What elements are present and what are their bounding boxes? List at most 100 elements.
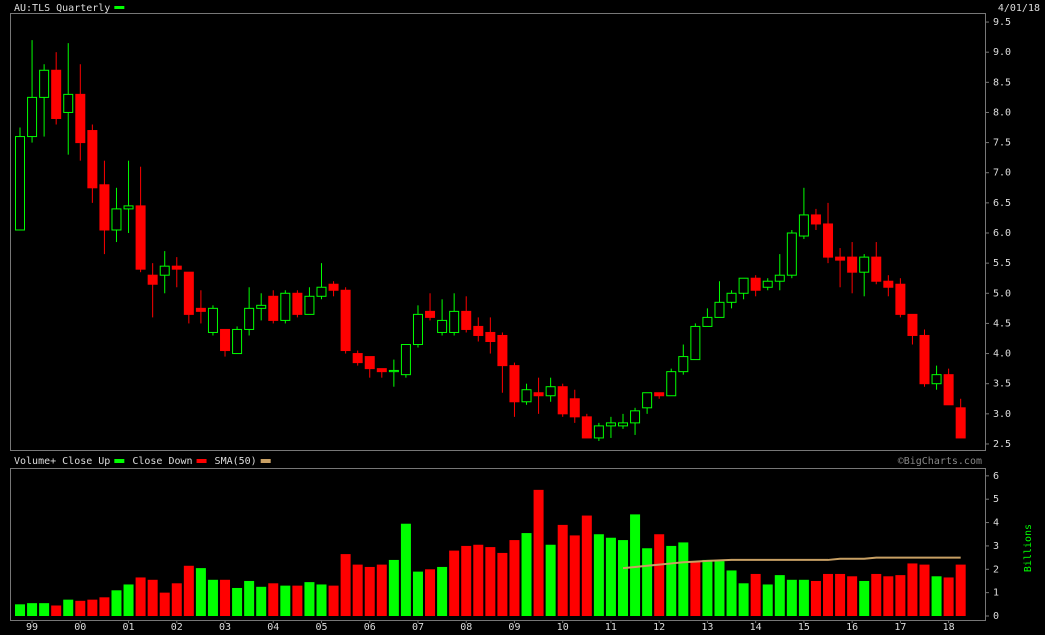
candle-body — [955, 407, 966, 439]
volume-bar — [738, 583, 749, 616]
candle-body — [714, 301, 725, 318]
x-tick-label: 06 — [364, 622, 376, 633]
candle-body — [497, 334, 508, 367]
candle-body — [569, 398, 580, 418]
y-tick-label: 8.5 — [993, 77, 1011, 88]
candle-body — [823, 223, 834, 258]
volume-bar — [39, 603, 50, 616]
candle-body — [183, 271, 194, 315]
volume-bar — [171, 583, 182, 616]
x-tick-label: 02 — [171, 622, 183, 633]
y-tick-label: 4.5 — [993, 318, 1011, 329]
candle-body — [485, 331, 496, 343]
volume-bar — [726, 570, 737, 616]
candle-body — [678, 356, 689, 373]
volume-bar — [111, 590, 122, 616]
x-tick-label: 04 — [267, 622, 279, 633]
candle-body — [762, 280, 773, 288]
candle-body — [256, 304, 267, 309]
y-tick-label: 3.5 — [993, 379, 1011, 390]
volume-bar — [774, 575, 785, 616]
candle-body — [123, 205, 134, 210]
candle-body — [810, 214, 821, 225]
y-tick-label: 2.5 — [993, 439, 1011, 450]
legend-label: Volume+ Close Up — [14, 456, 110, 467]
volume-bar — [99, 597, 110, 616]
x-tick-label: 12 — [653, 622, 665, 633]
legend-swatch — [260, 459, 271, 463]
x-tick-label: 08 — [460, 622, 472, 633]
candle-body — [449, 310, 460, 333]
volume-bar — [400, 523, 411, 616]
candle-body — [871, 256, 882, 282]
volume-bar — [425, 569, 436, 616]
candle-body — [786, 232, 797, 276]
volume-bar — [352, 564, 363, 616]
volume-bar — [376, 564, 387, 616]
candle-body — [111, 208, 122, 231]
candle-body — [630, 410, 641, 424]
candle-body — [690, 325, 701, 361]
x-tick-label: 07 — [412, 622, 424, 633]
candle-body — [304, 295, 315, 315]
volume-bar — [630, 514, 641, 616]
volume-bar — [461, 545, 472, 616]
title-swatch — [114, 6, 125, 9]
volume-bar — [557, 524, 568, 616]
volume-bar — [798, 579, 809, 616]
volume-bar — [569, 535, 580, 616]
candle-body — [39, 69, 50, 98]
candle-body — [461, 310, 472, 330]
volume-bar — [15, 604, 25, 616]
volume-bar — [835, 573, 846, 616]
x-tick-label: 16 — [846, 622, 858, 633]
candle-body — [220, 328, 231, 352]
volume-bar — [473, 544, 484, 616]
volume-bar — [244, 580, 255, 616]
candle-body — [268, 295, 279, 321]
volume-bar — [907, 563, 918, 616]
candle-body — [352, 353, 363, 364]
volume-bar — [280, 585, 291, 616]
volume-bar — [823, 573, 834, 616]
x-tick-label: 99 — [26, 622, 38, 633]
candle-body — [412, 313, 423, 346]
candle-body — [774, 274, 785, 282]
candle-body — [521, 389, 532, 403]
x-tick-label: 10 — [557, 622, 569, 633]
x-tick-label: 13 — [701, 622, 713, 633]
volume-bar — [618, 540, 628, 616]
candle-body — [593, 425, 604, 439]
volume-bar — [437, 566, 448, 616]
volume-bar — [678, 542, 689, 616]
candle-body — [376, 368, 387, 373]
volume-bar — [810, 580, 821, 616]
volume-bar — [75, 600, 86, 616]
volume-bar — [449, 550, 460, 616]
volume-bar — [533, 489, 544, 616]
volume-bar — [87, 599, 98, 616]
x-tick-label: 11 — [605, 622, 617, 633]
volume-bar — [304, 582, 315, 616]
volume-bar — [207, 579, 218, 616]
volume-bar — [859, 580, 870, 616]
volume-bar — [159, 592, 170, 616]
volume-bar — [690, 561, 701, 616]
candle-body — [895, 283, 906, 315]
volume-bar — [256, 586, 267, 616]
volume-bar — [955, 564, 966, 616]
y-tick-label: 2 — [993, 564, 999, 575]
candle-body — [364, 356, 375, 370]
volume-bar — [666, 545, 677, 616]
x-tick-label: 03 — [219, 622, 231, 633]
y-tick-label: 6 — [993, 471, 999, 482]
volume-bar — [485, 547, 496, 616]
candle-body — [702, 316, 713, 327]
y-tick-label: 5.5 — [993, 258, 1011, 269]
candle-body — [147, 274, 158, 285]
y-tick-label: 9.5 — [993, 17, 1011, 28]
y-tick-label: 7.5 — [993, 138, 1011, 149]
candle-body — [87, 130, 98, 189]
volume-bar — [895, 575, 906, 616]
